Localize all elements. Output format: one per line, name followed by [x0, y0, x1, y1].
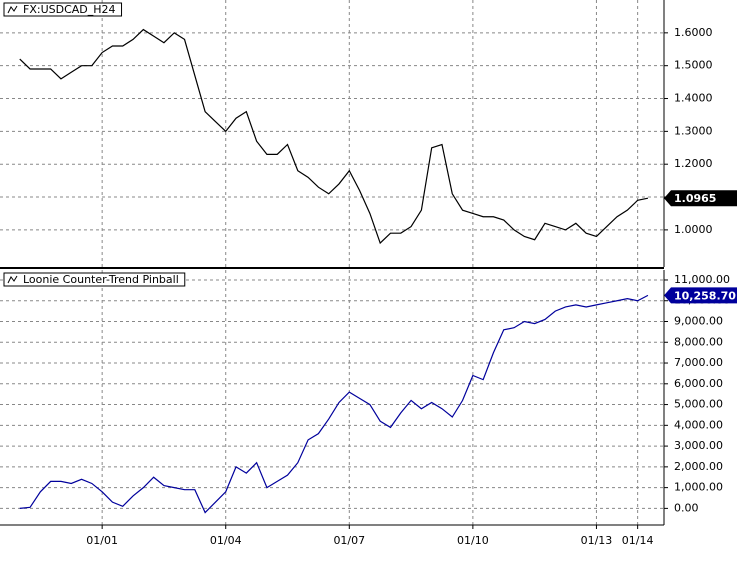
y-tick-label: 2,000.00 [674, 460, 723, 473]
series-line [19, 294, 649, 514]
x-tick-label: 01/04 [210, 534, 242, 547]
legend-icon [7, 5, 18, 14]
legend-icon [7, 275, 18, 284]
y-tick-label: 1.4000 [674, 92, 713, 105]
y-tick-label: 11,000.00 [674, 273, 730, 286]
x-tick-label: 01/14 [622, 534, 654, 547]
y-tick-label: 7,000.00 [674, 356, 723, 369]
y-tick-label: 1.2000 [674, 157, 713, 170]
x-tick-label: 01/07 [333, 534, 365, 547]
y-tick-label: 0.00 [674, 501, 699, 514]
series-line [19, 28, 649, 245]
y-tick-label: 1.0000 [674, 223, 713, 236]
panel-separator [0, 267, 664, 269]
last-value-box [664, 287, 737, 304]
legend-box [3, 272, 186, 287]
legend-label: Loonie Counter-Trend Pinball [23, 273, 179, 286]
last-value-box [664, 190, 737, 207]
y-tick-label: 5,000.00 [674, 398, 723, 411]
y-tick-label: 1.5000 [674, 59, 713, 72]
y-tick-label: 3,000.00 [674, 439, 723, 452]
x-tick-label: 01/01 [86, 534, 118, 547]
y-tick-label: 1.3000 [674, 124, 713, 137]
y-tick-label: 1.6000 [674, 26, 713, 39]
legend-label: FX:USDCAD_H24 [23, 3, 116, 16]
y-tick-label: 9,000.00 [674, 314, 723, 327]
last-value-label: 10,258.70 [674, 289, 736, 302]
last-value-label: 1.0965 [674, 192, 716, 205]
x-tick-label: 01/13 [581, 534, 613, 547]
y-tick-label: 1,000.00 [674, 481, 723, 494]
x-tick-label: 01/10 [457, 534, 489, 547]
y-tick-label: 4,000.00 [674, 418, 723, 431]
y-tick-label: 8,000.00 [674, 335, 723, 348]
legend-box [3, 2, 123, 17]
y-tick-label: 6,000.00 [674, 377, 723, 390]
